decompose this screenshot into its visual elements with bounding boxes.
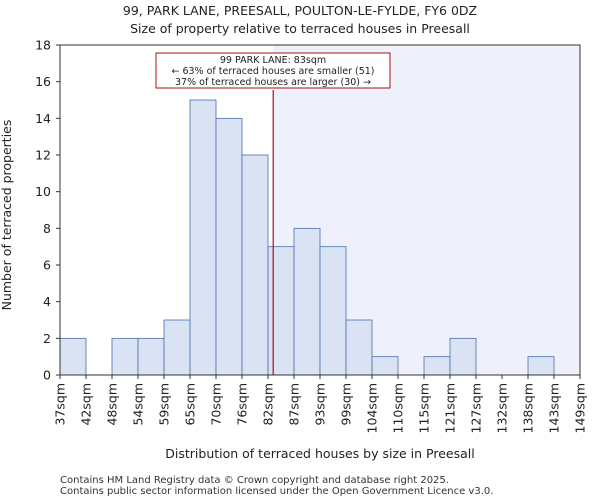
y-tick-label: 0: [43, 368, 51, 383]
bar-93sqm: [319, 246, 347, 376]
annotation-box-frame: [155, 52, 391, 89]
x-axis: 37sqm 42sqm 48sqm 54sqm 59sqm 65sqm 70sqm 76sqm…: [53, 375, 588, 433]
annotation-line-3: 37% of terraced houses are larger (30) →: [175, 77, 371, 88]
x-tick-label: 127sqm: [469, 383, 484, 433]
x-tick-label: 37sqm: [53, 383, 68, 426]
bar-99sqm: [345, 319, 373, 376]
bar-87sqm: [293, 227, 321, 376]
x-tick-label: 82sqm: [261, 383, 276, 426]
chart-title: 99, PARK LANE, PREESALL, POULTON-LE-FYLD…: [123, 3, 477, 18]
x-tick-label: 76sqm: [235, 383, 250, 426]
x-tick-label: 48sqm: [105, 383, 120, 426]
bar-59sqm: [163, 319, 191, 376]
annotation-line-2: ← 63% of terraced houses are smaller (51…: [171, 66, 374, 77]
y-tick-label: 16: [35, 74, 51, 89]
y-tick-label: 10: [35, 184, 51, 199]
bar-82sqm: [267, 246, 295, 376]
x-tick-label: 99sqm: [339, 383, 354, 426]
x-tick-label: 70sqm: [209, 383, 224, 426]
y-tick-label: 2: [43, 331, 51, 346]
chart-subtitle: Size of property relative to terraced ho…: [130, 21, 470, 36]
x-tick-label: 65sqm: [183, 383, 198, 426]
x-tick-label: 104sqm: [365, 383, 380, 433]
x-axis-label: Distribution of terraced houses by size …: [165, 446, 474, 461]
y-tick-label: 18: [35, 38, 51, 53]
x-tick-label: 93sqm: [313, 383, 328, 426]
x-tick-label: 138sqm: [521, 383, 536, 433]
bar-48sqm: [111, 337, 139, 376]
bar-54sqm: [137, 337, 165, 376]
x-tick-label: 87sqm: [287, 383, 302, 426]
annotation-line-1: 99 PARK LANE: 83sqm: [220, 55, 326, 66]
x-tick-label: 149sqm: [573, 383, 588, 433]
bars-group: [59, 99, 555, 376]
x-tick-label: 121sqm: [443, 383, 458, 433]
x-tick-label: 59sqm: [157, 383, 172, 426]
y-axis-label: Number of terraced properties: [0, 120, 14, 311]
y-tick-label: 4: [43, 294, 51, 309]
x-tick-label: 54sqm: [131, 383, 146, 426]
bar-104sqm: [371, 356, 399, 376]
bar-65sqm: [189, 99, 217, 376]
footer-line-2: Contains public sector information licen…: [60, 486, 493, 497]
annotation-box: 99 PARK LANE: 83sqm ← 63% of terraced ho…: [155, 52, 391, 89]
bar-138sqm: [527, 356, 555, 376]
y-tick-label: 8: [43, 221, 51, 236]
x-tick-label: 132sqm: [495, 383, 510, 433]
x-tick-label: 115sqm: [417, 383, 432, 433]
y-tick-label: 14: [35, 111, 51, 126]
y-axis: 0 2 4 6 8 10 12 14 16 18: [35, 38, 60, 383]
x-tick-label: 42sqm: [79, 383, 94, 426]
footer-line-1: Contains HM Land Registry data © Crown c…: [60, 475, 449, 486]
bar-37sqm: [59, 337, 87, 376]
x-tick-label: 143sqm: [547, 383, 562, 433]
y-tick-label: 6: [43, 258, 51, 273]
bar-76sqm: [241, 154, 269, 376]
bar-70sqm: [215, 117, 243, 376]
bar-121sqm: [449, 337, 477, 376]
bar-115sqm: [423, 356, 451, 376]
x-tick-label: 110sqm: [391, 383, 406, 433]
y-tick-label: 12: [35, 148, 51, 163]
